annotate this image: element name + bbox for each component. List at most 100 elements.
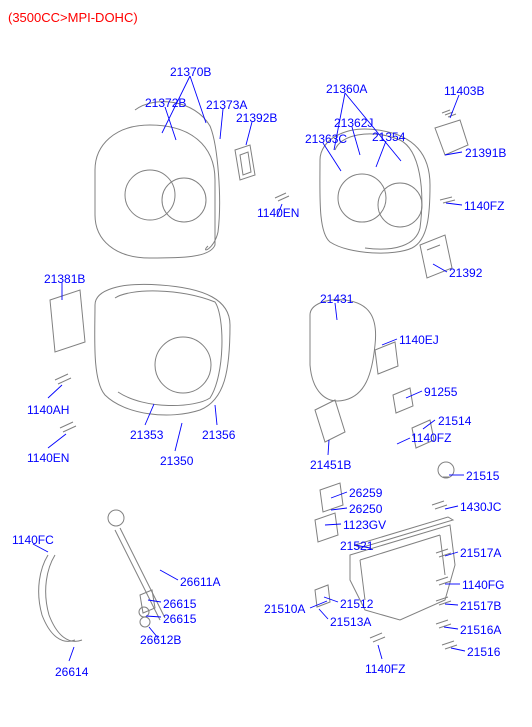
- part-pipe: [39, 555, 82, 641]
- part-lower-hole: [155, 337, 211, 393]
- part-bolt-1140AH: [55, 374, 71, 384]
- leader-line: [406, 391, 422, 398]
- leader-line: [48, 385, 62, 398]
- part-label-21372B: 21372B: [145, 97, 186, 109]
- part-bolt-21517A: [436, 549, 451, 557]
- part-label-21363C: 21363C: [305, 133, 347, 145]
- part-label-26615_a: 26615: [163, 598, 196, 610]
- part-sensor: [393, 388, 413, 413]
- part-label-1430JC: 1430JC: [460, 501, 501, 513]
- part-bolt-11403: [442, 110, 456, 117]
- part-label-21510A: 21510A: [264, 603, 305, 615]
- leader-line: [220, 109, 223, 139]
- part-label-1140FC: 1140FC: [12, 534, 54, 546]
- part-label-21373A: 21373A: [206, 99, 247, 111]
- part-bolt-21516: [442, 641, 457, 649]
- part-label-21362J: 21362J: [334, 117, 373, 129]
- part-label-21515: 21515: [466, 470, 499, 482]
- part-label-26250: 26250: [349, 503, 382, 515]
- part-label-21517A: 21517A: [460, 547, 501, 559]
- diagram-svg: [0, 0, 532, 727]
- leader-line: [48, 434, 66, 448]
- leader-line: [325, 524, 341, 525]
- leader-line: [175, 423, 182, 451]
- part-label-1140FZ_c: 1140FZ: [365, 663, 405, 675]
- part-label-21516A: 21516A: [460, 624, 501, 636]
- part-dipstick: [115, 528, 165, 620]
- part-cover-left-hole1: [125, 170, 175, 220]
- part-plug: [315, 585, 330, 607]
- leader-line: [160, 570, 178, 580]
- part-gasket-left: [135, 102, 220, 250]
- part-cover-left: [95, 125, 215, 258]
- leader-line: [331, 492, 347, 498]
- leader-line: [69, 647, 74, 661]
- leader-line: [246, 122, 252, 145]
- part-label-26611A: 26611A: [180, 576, 220, 588]
- part-label-21431: 21431: [320, 293, 353, 305]
- leader-line: [445, 604, 458, 605]
- part-corner-plate: [435, 120, 468, 155]
- leader-line: [444, 627, 458, 629]
- part-label-21514: 21514: [438, 415, 471, 427]
- leader-line: [328, 440, 329, 455]
- part-label-1140FG: 1140FG: [462, 579, 504, 591]
- part-gasket-right: [335, 134, 422, 249]
- part-label-21350: 21350: [160, 455, 193, 467]
- leader-line: [378, 645, 382, 659]
- part-label-21451B: 21451B: [310, 459, 351, 471]
- diagram-canvas: (3500CC>MPI-DOHC) 21370B21372B21373A2139…: [0, 0, 532, 727]
- leader-line: [433, 264, 447, 272]
- part-label-91255: 91255: [424, 386, 457, 398]
- part-label-1140EJ: 1140EJ: [399, 334, 439, 346]
- part-label-1140EN_b: 1140EN: [27, 452, 69, 464]
- leader-line: [451, 648, 465, 651]
- part-label-21381B: 21381B: [44, 273, 85, 285]
- part-label-1140AH: 1140AH: [27, 404, 69, 416]
- part-bolt-1140FZ3: [370, 633, 385, 642]
- part-bolt-1140FZ: [440, 197, 455, 203]
- part-label-1140FZ: 1140FZ: [464, 200, 504, 212]
- part-label-21356: 21356: [202, 429, 235, 441]
- leader-line: [445, 506, 458, 509]
- part-label-26614: 26614: [55, 666, 88, 678]
- leader-line: [446, 203, 462, 205]
- part-bracket-small: [235, 145, 255, 180]
- part-drain: [438, 462, 454, 478]
- part-label-26259: 26259: [349, 487, 382, 499]
- part-label-21353: 21353: [130, 429, 163, 441]
- part-ring2: [140, 617, 150, 627]
- part-rear-plate: [310, 300, 376, 401]
- part-label-21370B: 21370B: [170, 66, 211, 78]
- part-label-21513A: 21513A: [330, 616, 371, 628]
- part-label-21360A: 21360A: [326, 83, 367, 95]
- part-label-1140EN_a: 1140EN: [257, 207, 299, 219]
- part-label-21521: 21521: [340, 540, 373, 552]
- part-dipstick-handle: [108, 510, 124, 526]
- part-ext-piece: [315, 400, 345, 442]
- part-dipstick-base: [140, 590, 155, 613]
- part-label-26615_b: 26615: [163, 613, 196, 625]
- part-label-1123GV: 1123GV: [343, 519, 386, 531]
- leader-line: [376, 141, 386, 167]
- part-rear-bracket: [375, 342, 398, 374]
- part-label-21517B: 21517B: [460, 600, 501, 612]
- part-label-21354: 21354: [372, 131, 405, 143]
- part-label-21391B: 21391B: [465, 147, 506, 159]
- part-side-plate: [50, 290, 85, 352]
- part-label-1140FZ_b: 1140FZ: [411, 432, 451, 444]
- part-label-11403B: 11403B: [444, 85, 484, 97]
- leader-line: [323, 143, 341, 171]
- leader-line: [319, 609, 328, 619]
- part-bolt-1140EN: [275, 193, 289, 201]
- part-corner-bracket: [420, 235, 452, 278]
- leader-line: [352, 127, 360, 155]
- part-bolt-1140EN2: [60, 422, 76, 432]
- leader-line: [146, 616, 161, 617]
- part-bolt-1430JC: [432, 501, 447, 509]
- part-bolt-21516A: [436, 620, 451, 628]
- part-strainer: [315, 513, 338, 542]
- leader-line: [423, 420, 435, 429]
- part-label-21512: 21512: [340, 598, 373, 610]
- part-label-21516: 21516: [467, 646, 500, 658]
